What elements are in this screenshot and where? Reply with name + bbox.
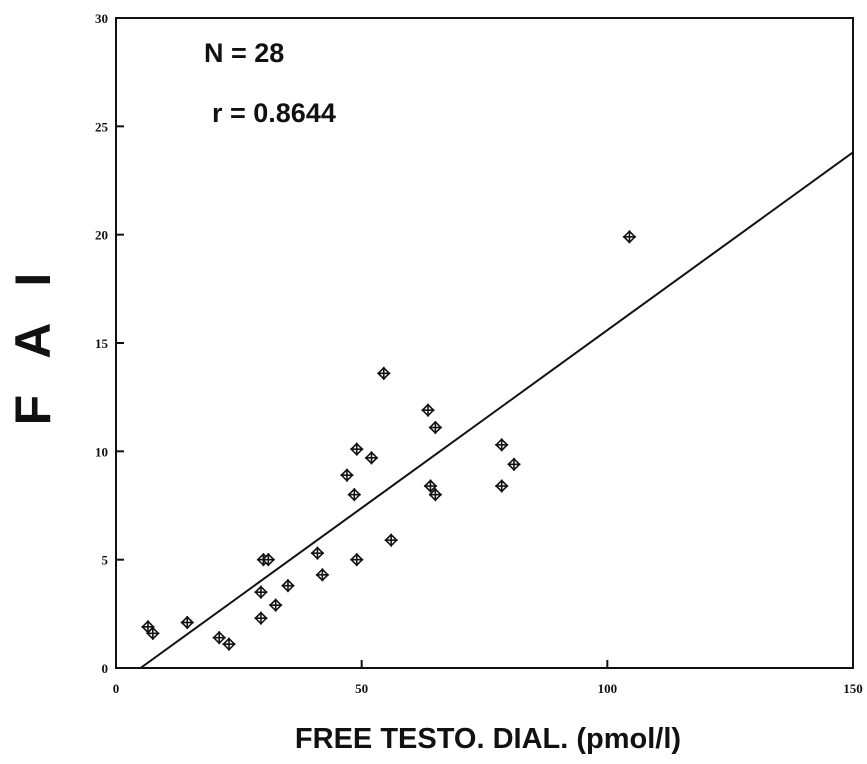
axis-ticks xyxy=(115,17,854,669)
data-point xyxy=(350,553,364,567)
data-point xyxy=(222,637,236,651)
data-points xyxy=(141,230,637,651)
annotation-n: N = 28 xyxy=(204,38,284,68)
data-point xyxy=(315,568,329,582)
y-tick-label: 25 xyxy=(95,119,109,134)
x-tick-label: 50 xyxy=(355,681,368,696)
data-point xyxy=(428,488,442,502)
y-tick-label: 0 xyxy=(102,661,109,676)
data-point xyxy=(495,438,509,452)
data-point xyxy=(180,615,194,630)
data-point xyxy=(350,442,364,456)
regression-line xyxy=(139,151,854,669)
data-point xyxy=(254,585,268,599)
data-point xyxy=(384,533,398,547)
data-point xyxy=(254,611,268,625)
y-tick-label: 15 xyxy=(95,336,109,351)
data-point xyxy=(377,366,391,380)
y-tick-label: 20 xyxy=(95,228,108,243)
y-tick-label: 5 xyxy=(102,553,109,568)
data-point xyxy=(340,468,354,482)
data-point xyxy=(423,479,438,493)
annotation-r: r = 0.8644 xyxy=(212,98,336,128)
data-point xyxy=(261,553,275,567)
data-point xyxy=(428,420,442,435)
x-tick-label: 0 xyxy=(113,681,120,696)
data-point xyxy=(281,579,295,593)
data-point xyxy=(212,631,226,645)
data-point xyxy=(495,479,509,493)
y-tick-label: 10 xyxy=(95,444,108,459)
data-point xyxy=(269,598,283,612)
data-point xyxy=(347,488,361,502)
y-tick-label: 30 xyxy=(95,11,108,26)
x-axis-label: FREE TESTO. DIAL. (pmol/l) xyxy=(295,723,681,755)
y-axis-label: F A I xyxy=(5,261,61,426)
x-tick-label: 150 xyxy=(843,681,863,696)
data-point xyxy=(622,230,637,244)
data-point xyxy=(507,457,521,471)
data-point xyxy=(421,403,435,417)
data-point xyxy=(310,546,325,560)
axis-tick-labels: 0 5 10 15 20 25 30 0 50 100 150 xyxy=(95,11,863,696)
data-point xyxy=(146,626,160,640)
data-point xyxy=(364,451,379,465)
x-tick-label: 100 xyxy=(598,681,618,696)
